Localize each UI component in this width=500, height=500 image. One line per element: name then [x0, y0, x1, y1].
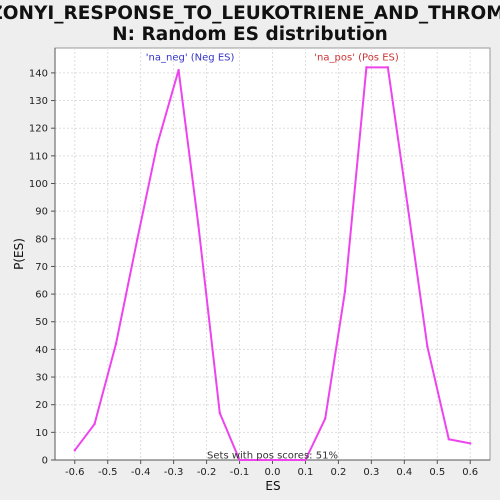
y-tick-label: 40	[35, 345, 48, 356]
y-tick-label: 100	[29, 179, 48, 190]
y-tick-label: 50	[35, 317, 48, 328]
data-point	[114, 342, 118, 346]
data-point	[324, 417, 327, 420]
x-tick-label: -0.6	[65, 467, 85, 478]
y-tick-label: 110	[29, 151, 48, 162]
y-tick-label: 90	[35, 207, 48, 218]
x-tick-label: 0.5	[429, 467, 445, 478]
series-layer	[73, 66, 472, 462]
data-point	[343, 290, 347, 293]
x-tick-label: -0.4	[131, 467, 151, 478]
data-point	[426, 345, 429, 348]
y-tick-label: 20	[35, 400, 48, 411]
x-tick-label: -0.5	[98, 467, 118, 478]
x-tick-label: -0.3	[164, 467, 184, 478]
data-point	[177, 68, 180, 72]
y-tick-label: 120	[29, 124, 48, 135]
data-point	[73, 449, 76, 452]
data-point	[259, 458, 263, 462]
y-tick-label: 80	[35, 234, 48, 245]
data-point	[136, 237, 139, 240]
tick-labels: -0.6 -0.5 -0.4 -0.3 -0.2 -0.1 0.0 0.1 0.2 0.3 0.4 0…	[29, 68, 478, 478]
y-tick-label: 0	[42, 456, 48, 467]
data-point	[238, 458, 241, 462]
data-point	[93, 422, 96, 426]
y-tick-label: 130	[29, 96, 48, 107]
data-point	[447, 438, 451, 441]
series-line	[73, 66, 471, 461]
data-point	[365, 66, 368, 69]
y-tick-label: 10	[35, 428, 48, 439]
data-point	[304, 458, 307, 462]
x-tick-label: 0.3	[363, 467, 379, 478]
data-point	[218, 411, 221, 415]
data-point	[197, 223, 200, 227]
x-tick-label: -0.2	[197, 467, 217, 478]
data-point	[469, 442, 472, 445]
x-tick-label: 0.1	[298, 467, 314, 478]
annotation-label: Sets with pos scores: 51%	[207, 450, 338, 461]
y-axis-label: P(ES)	[12, 238, 26, 270]
annotation-label: 'na_neg' (Neg ES)	[146, 52, 235, 63]
x-tick-label: -0.1	[230, 467, 250, 478]
data-point	[406, 204, 409, 207]
x-tick-label: 0.4	[396, 467, 412, 478]
x-tick-label: 0.6	[462, 467, 478, 478]
x-axis-label: ES	[265, 479, 280, 493]
y-tick-label: 70	[35, 262, 48, 273]
y-tick-label: 140	[29, 68, 48, 79]
data-point	[155, 143, 159, 146]
annotation-label: 'na_pos' (Pos ES)	[314, 52, 399, 63]
data-point	[281, 458, 284, 462]
x-tick-label: 0.2	[330, 467, 346, 478]
x-tick-label: 0.0	[265, 467, 281, 478]
chart-title-line-2: N: Random ES distribution	[112, 24, 388, 45]
y-tick-label: 60	[35, 290, 48, 301]
chart-title-line-1: UZONYI_RESPONSE_TO_LEUKOTRIENE_AND_THROM…	[0, 3, 500, 24]
annotations: 'na_neg' (Neg ES) 'na_pos' (Pos ES) Sets w…	[146, 52, 399, 461]
data-point	[386, 66, 390, 69]
y-tick-label: 30	[35, 373, 48, 384]
